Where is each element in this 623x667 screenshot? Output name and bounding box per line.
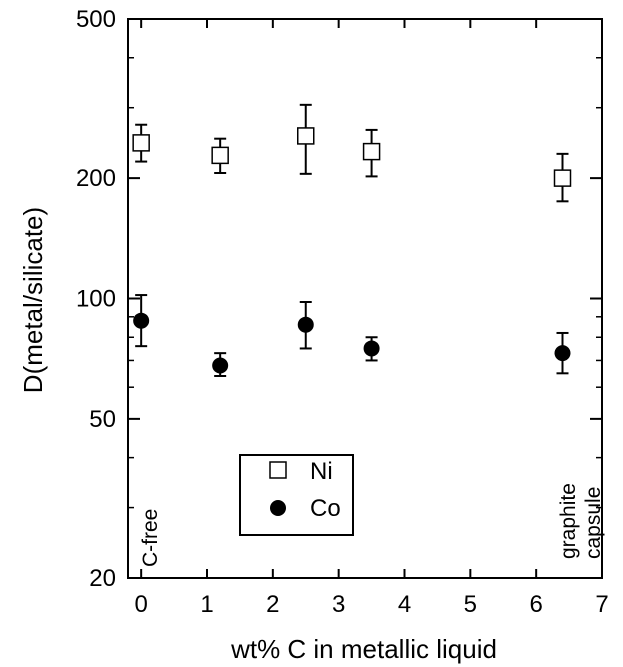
x-axis-title: wt% C in metallic liquid (230, 634, 497, 664)
co-point (212, 357, 229, 374)
data-series (132, 103, 572, 378)
y-tick-label: 500 (76, 6, 116, 33)
x-tick-label: 0 (134, 591, 147, 618)
series-ni (132, 103, 572, 203)
annotation-c-free: C-free (139, 509, 162, 567)
y-axis-ticks (128, 18, 602, 579)
x-tick-label: 7 (595, 591, 608, 618)
ni-point (132, 134, 150, 152)
legend-marker-ni (269, 461, 287, 479)
co-point (554, 345, 571, 362)
x-tick-label: 1 (200, 591, 213, 618)
x-tick-label: 2 (266, 591, 279, 618)
ni-point (297, 127, 315, 145)
y-axis-tick-labels: 20 50 100 200 500 (76, 6, 116, 592)
co-point (363, 340, 380, 357)
ni-point (211, 146, 229, 165)
annotation-graphite: graphite (557, 483, 580, 559)
legend-label-co: Co (310, 495, 341, 522)
legend: Ni Co (239, 454, 354, 536)
x-tick-label: 4 (398, 591, 411, 618)
x-axis-tick-labels: 0 1 2 3 4 5 6 7 (134, 591, 608, 618)
series-co (133, 294, 571, 378)
co-point (297, 316, 314, 333)
annotation-capsule: capsule (582, 487, 605, 559)
plot-frame (127, 18, 603, 579)
y-axis-title: D(metal/silicate) (18, 207, 48, 393)
legend-box (239, 454, 354, 536)
legend-label-ni: Ni (310, 458, 333, 485)
x-tick-label: 3 (332, 591, 345, 618)
y-tick-label: 200 (76, 165, 116, 192)
ni-point (362, 142, 381, 161)
x-axis-ticks (140, 19, 603, 578)
y-tick-label: 20 (89, 565, 116, 592)
co-point (133, 312, 150, 329)
ni-point (553, 169, 572, 187)
y-tick-label: 100 (76, 286, 116, 313)
x-tick-label: 6 (529, 591, 542, 618)
x-tick-label: 5 (464, 591, 477, 618)
y-tick-label: 50 (89, 406, 116, 433)
legend-marker-co (270, 500, 286, 516)
